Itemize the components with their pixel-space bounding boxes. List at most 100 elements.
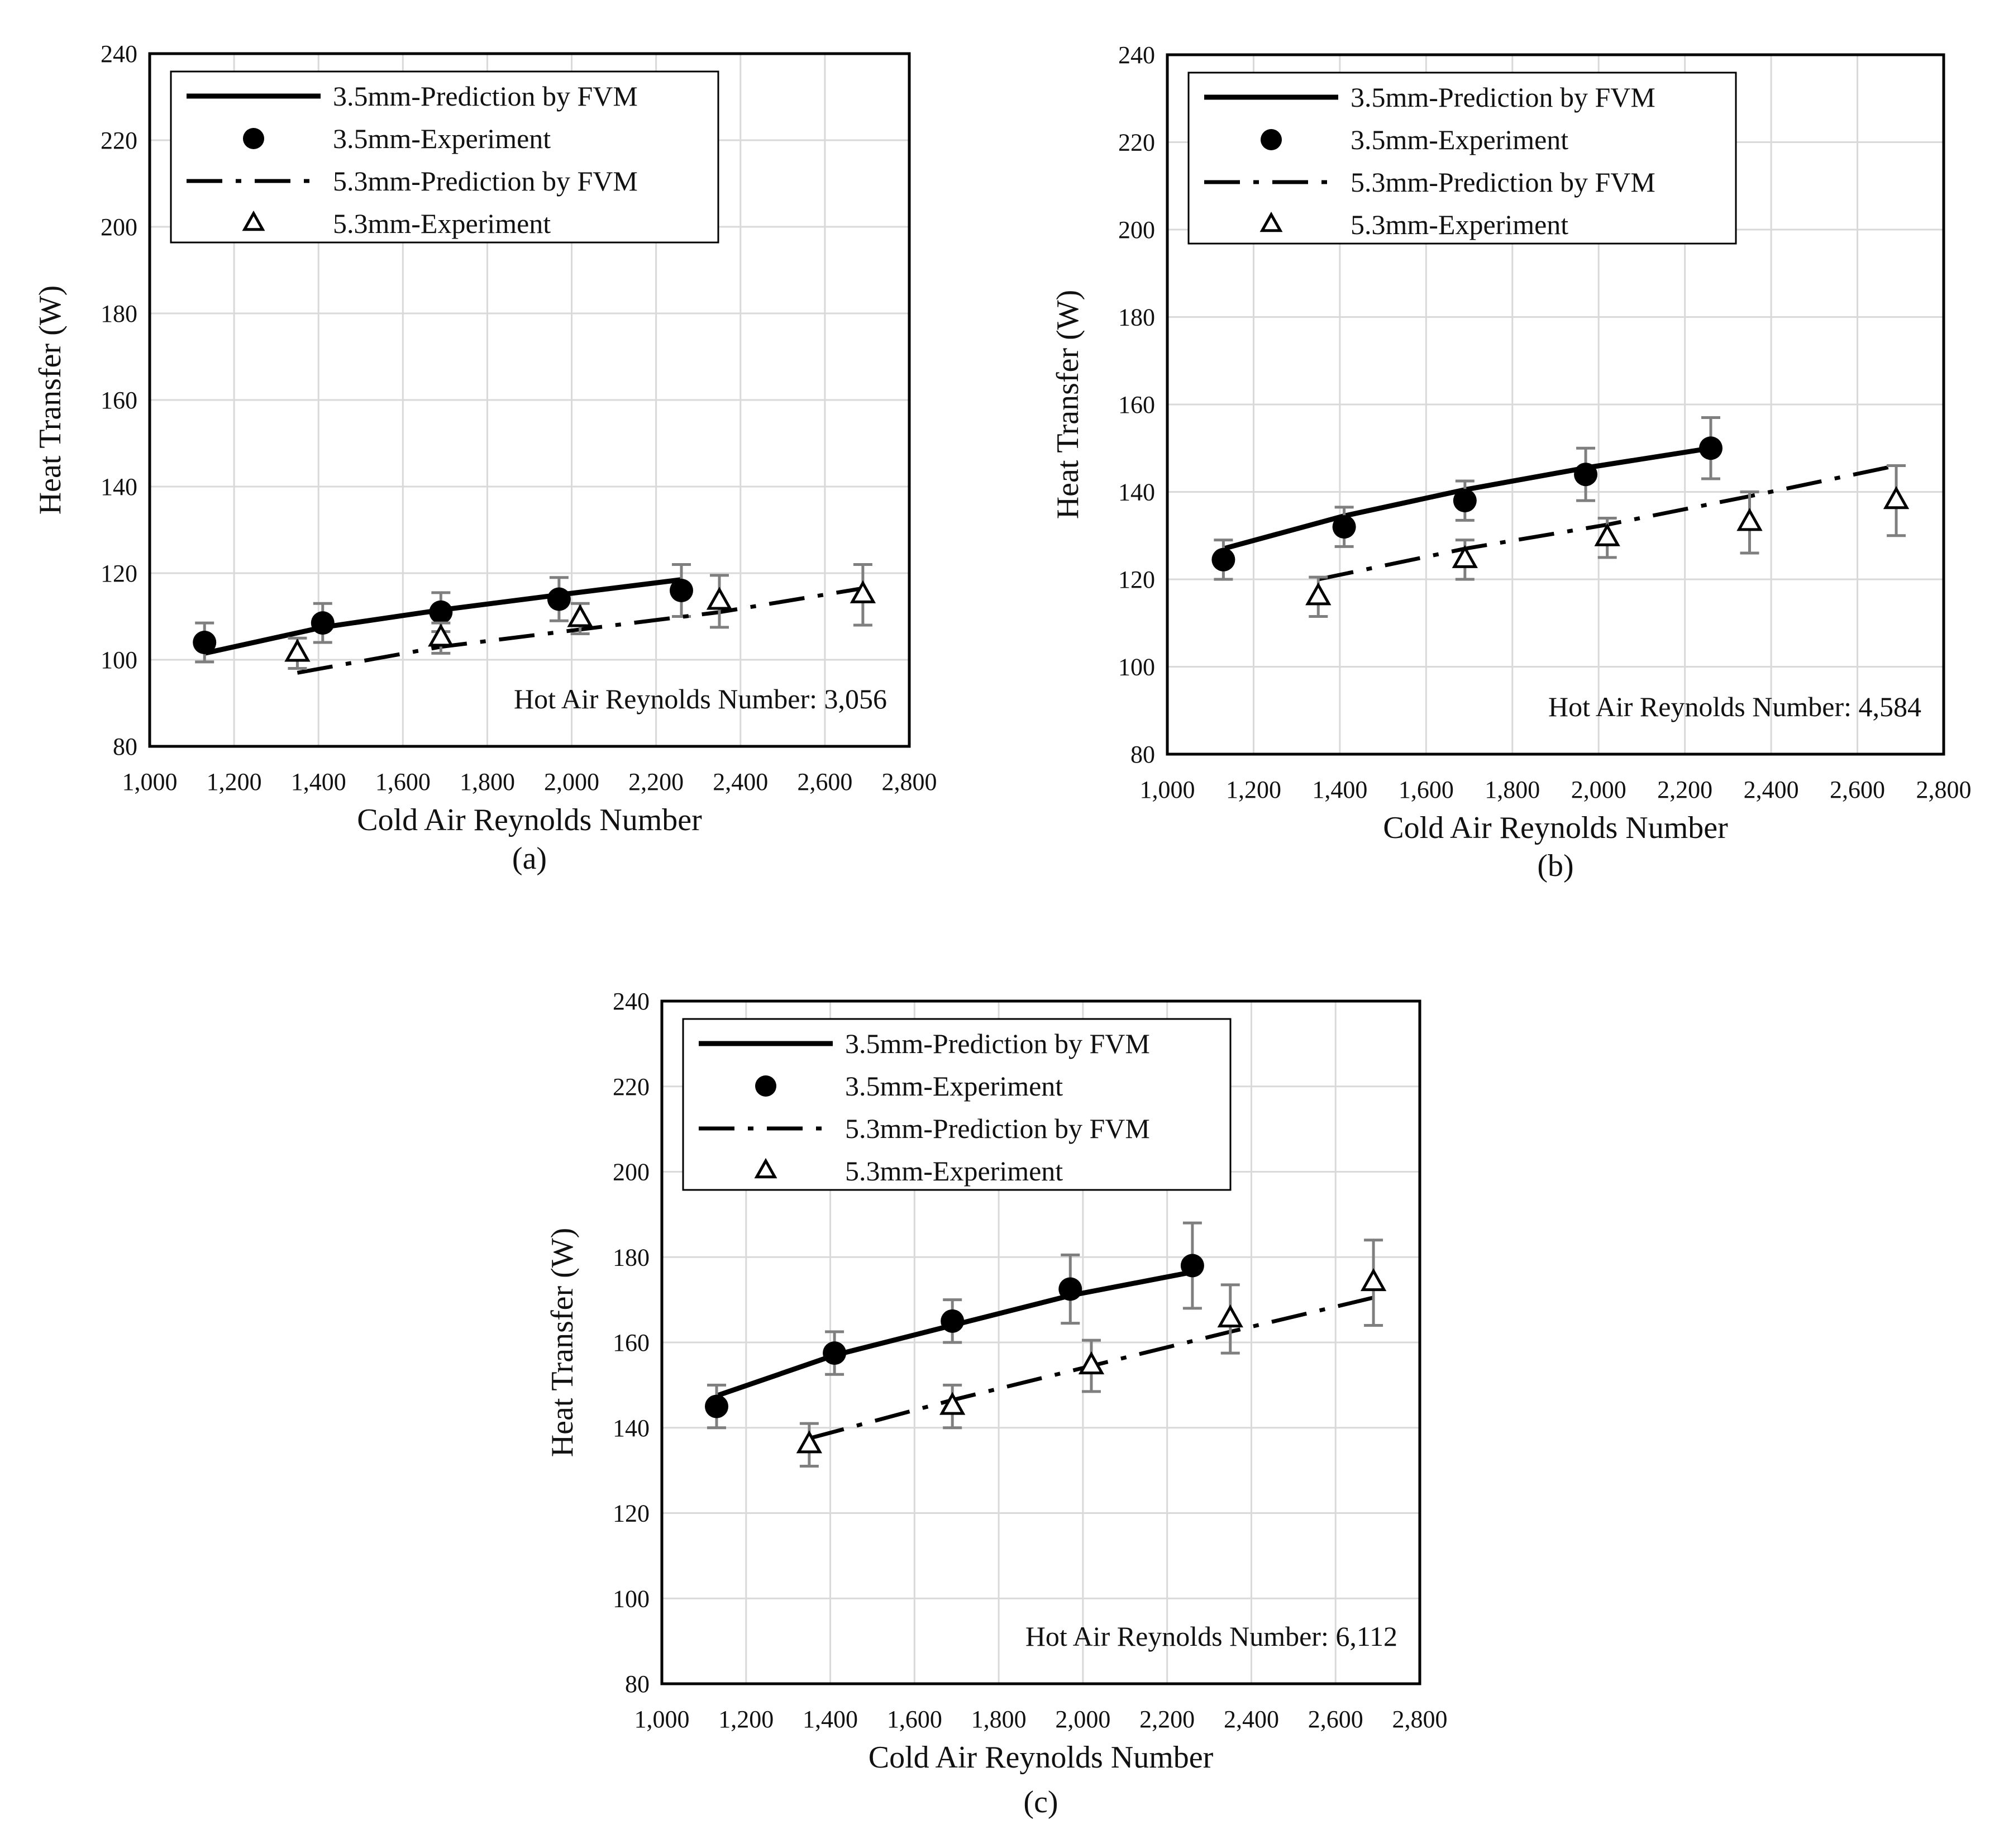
x-tick-label: 1,400 [291,768,346,796]
x-tick-label: 2,200 [628,768,684,796]
x-tick-label: 1,800 [971,1706,1027,1733]
hot-air-reynolds-annotation: Hot Air Reynolds Number: 3,056 [514,683,887,715]
data-point-3-5mm-experiment [193,631,217,654]
x-tick-label: 2,400 [713,768,768,796]
legend-entry-label: 5.3mm-Prediction by FVM [333,165,638,197]
x-tick-label: 1,600 [1399,776,1454,803]
data-point-5-3mm-experiment [567,604,593,627]
y-tick-label: 220 [1118,129,1155,156]
x-axis-title: Cold Air Reynolds Number [869,1740,1214,1775]
data-point-3-5mm-experiment [1211,547,1235,571]
legend-swatch-circle [755,1075,776,1097]
data-point-5-3mm-experiment [706,587,733,610]
hot-air-reynolds-annotation: Hot Air Reynolds Number: 6,112 [1025,1621,1397,1652]
panel-label: (b) [1537,849,1573,883]
legend-swatch-triangle [242,210,265,231]
data-point-3-5mm-experiment [1453,489,1477,513]
data-point-5-3mm-experiment [796,1430,823,1454]
legend-entry-label: 5.3mm-Prediction by FVM [1351,166,1655,198]
legend-entry-label: 3.5mm-Prediction by FVM [845,1028,1150,1059]
y-tick-label: 80 [625,1670,650,1698]
x-tick-label: 1,400 [1312,776,1367,803]
x-tick-label: 1,000 [122,768,178,796]
chart-panel-3: 1,000 1,200 1,400 1,600 1,800 2,000 2,200 2,400… [545,988,1448,1820]
legend: 3.5mm-Prediction by FVM 3.5mm-Experiment 5… [1187,72,1737,245]
data-point-3-5mm-experiment [547,587,571,611]
y-tick-label: 240 [613,988,650,1015]
x-tick-label: 2,600 [797,768,852,796]
data-point-3-5mm-experiment [1058,1277,1082,1301]
x-axis-title: Cold Air Reynolds Number [1383,811,1728,845]
x-tick-label: 2,800 [882,768,937,796]
y-tick-label: 160 [1118,391,1155,418]
x-tick-label: 1,800 [1485,776,1540,803]
legend-box [682,1018,1232,1191]
x-tick-label: 2,000 [544,768,599,796]
x-axis-title: Cold Air Reynolds Number [357,803,702,837]
data-point-5-3mm-experiment [850,580,876,603]
y-tick-label: 200 [1118,216,1155,244]
legend-box [170,70,719,244]
x-tick-label: 1,000 [634,1706,690,1733]
data-point-3-5mm-experiment [311,611,335,635]
x-tick-label: 1,400 [803,1706,858,1733]
y-axis-title: Heat Transfer (W) [545,1228,580,1458]
y-tick-label: 180 [1118,304,1155,331]
panel-label: (c) [1023,1785,1058,1820]
legend-swatch-triangle [754,1158,777,1179]
plot-area-frame [1166,53,1945,756]
data-point-3-5mm-experiment [823,1341,847,1365]
x-tick-label: 1,200 [207,768,262,796]
y-tick-label: 200 [101,213,137,241]
legend-entry-label: 3.5mm-Prediction by FVM [1351,82,1655,113]
legend-swatch-circle [243,128,264,149]
data-point-3-5mm-experiment [1574,463,1598,487]
legend-entry-label: 5.3mm-Prediction by FVM [845,1113,1150,1144]
x-tick-label: 2,000 [1055,1706,1110,1733]
x-tick-label: 2,600 [1830,776,1885,803]
data-point-3-5mm-experiment [1332,515,1356,539]
plot-area-frame [148,52,911,748]
y-tick-label: 140 [613,1414,650,1442]
data-point-5-3mm-experiment [1305,582,1332,606]
x-tick-label: 2,800 [1916,776,1972,803]
data-point-5-3mm-experiment [939,1392,966,1415]
data-point-5-3mm-experiment [1883,486,1910,509]
data-point-3-5mm-experiment [705,1394,729,1418]
x-tick-label: 2,200 [1657,776,1712,803]
legend-swatch-triangle [1259,211,1283,232]
data-point-3-5mm-experiment [670,579,693,602]
series-3-5mm-prediction-line [715,1269,1193,1398]
y-tick-label: 100 [101,646,137,674]
y-tick-label: 100 [613,1585,650,1612]
y-axis-title: Heat Transfer (W) [1051,290,1085,520]
y-axis-title: Heat Transfer (W) [33,285,68,515]
y-tick-label: 240 [101,40,137,68]
y-tick-label: 180 [101,300,137,327]
x-tick-label: 1,200 [718,1706,774,1733]
y-tick-label: 220 [613,1073,650,1101]
data-point-5-3mm-experiment [1594,523,1620,546]
y-tick-label: 80 [113,733,137,760]
legend-entry-label: 3.5mm-Prediction by FVM [333,80,638,112]
data-point-3-5mm-experiment [941,1309,965,1333]
data-point-5-3mm-experiment [1360,1268,1387,1292]
data-point-5-3mm-experiment [1217,1304,1243,1328]
legend-box [1187,72,1737,245]
y-tick-label: 120 [1118,566,1155,593]
y-tick-label: 140 [1118,479,1155,506]
x-tick-label: 1,800 [460,768,515,796]
chart-panel-2: 1,000 1,200 1,400 1,600 1,800 2,000 2,200 2,400… [1051,41,1972,883]
chart-panel-1: 1,000 1,200 1,400 1,600 1,800 2,000 2,200 2,400… [33,40,937,876]
x-tick-label: 1,000 [1140,776,1195,803]
y-tick-label: 140 [101,473,137,501]
legend-entry-label: 3.5mm-Experiment [1351,124,1568,155]
data-point-3-5mm-experiment [1699,436,1723,460]
y-tick-label: 100 [1118,654,1155,681]
data-point-5-3mm-experiment [1078,1351,1105,1375]
plot-area-frame [660,999,1421,1685]
panel-label: (a) [512,841,547,876]
x-tick-label: 2,800 [1392,1706,1448,1733]
x-tick-label: 2,200 [1139,1706,1195,1733]
